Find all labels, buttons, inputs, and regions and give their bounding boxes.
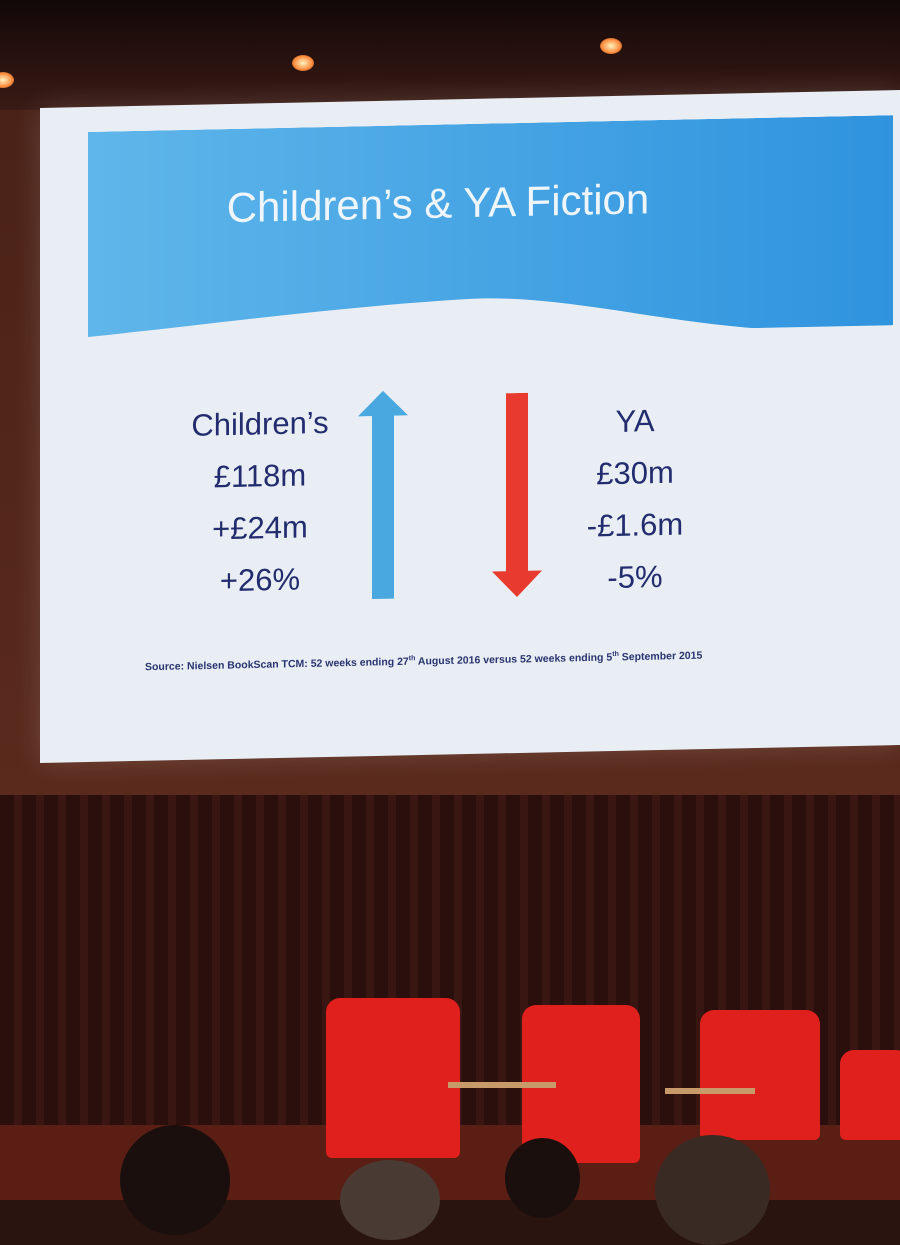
source-sup: th — [612, 650, 619, 659]
audience-head — [340, 1160, 440, 1240]
down-arrow-icon — [492, 392, 542, 598]
source-prefix: Source: Nielsen BookScan TCM: 52 weeks e… — [145, 655, 409, 674]
source-note: Source: Nielsen BookScan TCM: 52 weeks e… — [145, 649, 703, 674]
ceiling — [0, 0, 900, 110]
audience-head — [120, 1125, 230, 1235]
childrens-value: £118m — [213, 457, 307, 495]
source-suffix: September 2015 — [618, 649, 703, 664]
ya-label: YA — [615, 403, 655, 439]
ya-percent: -5% — [607, 558, 663, 596]
stage-light — [600, 38, 622, 54]
red-chair — [326, 998, 460, 1158]
projected-slide: Children’s & YA Fiction Children’s £118m… — [40, 89, 900, 763]
ya-value: £30m — [596, 454, 674, 492]
audience-head — [655, 1135, 770, 1245]
side-table — [665, 1088, 755, 1094]
ya-change: -£1.6m — [586, 506, 684, 544]
childrens-label: Children’s — [191, 404, 329, 443]
audience-head — [505, 1138, 580, 1218]
stage-light — [0, 72, 14, 88]
childrens-change: +£24m — [212, 509, 308, 547]
ya-stats: YA £30m -£1.6m -5% — [570, 394, 700, 605]
childrens-percent: +26% — [219, 561, 301, 599]
source-mid: August 2016 versus 52 weeks ending 5 — [415, 651, 613, 668]
side-table — [448, 1082, 556, 1088]
stage-light — [292, 55, 314, 71]
childrens-stats: Children’s £118m +£24m +26% — [170, 397, 350, 609]
up-arrow-icon — [358, 390, 408, 600]
red-chair — [840, 1050, 900, 1140]
red-chair — [700, 1010, 820, 1140]
